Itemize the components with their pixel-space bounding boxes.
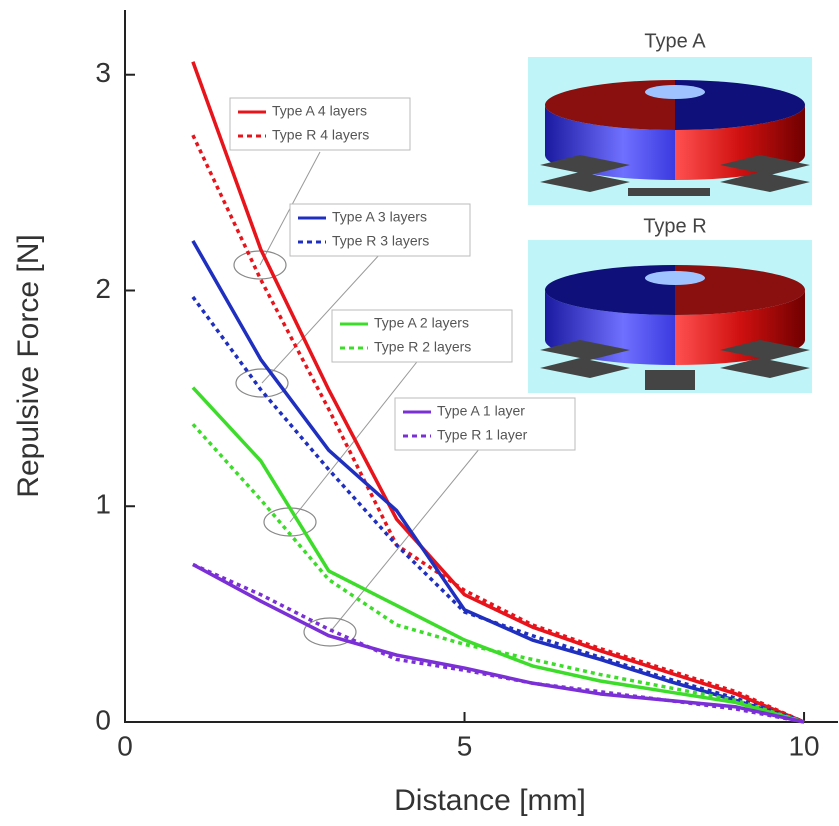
legend-label: Type R 4 layers [272,127,369,143]
series-line [191,134,805,724]
y-axis-label: Repulsive Force [N] [12,234,45,497]
ring-top [675,265,805,315]
y-tick-label: 1 [95,489,111,520]
legend-box [394,397,576,451]
inset-label: Type R [643,215,706,237]
y-tick-label: 0 [95,704,111,735]
leader-line [329,447,481,633]
y-tick-label: 3 [95,57,111,88]
inset-r: Type R [528,215,812,393]
x-tick-label: 10 [788,730,819,761]
legend-box [229,97,411,151]
legend-label: Type A 2 layers [374,315,469,331]
inset-a: Type A [528,30,812,205]
series-line [191,423,805,724]
legend-label: Type R 3 layers [332,233,429,249]
leader-line [261,253,381,384]
ring-hole [645,271,705,285]
coil [540,340,810,390]
y-tick-label: 2 [95,273,111,304]
ring-top [545,80,675,130]
series-line [191,295,805,724]
coil [540,155,810,196]
x-tick-label: 0 [117,730,133,761]
series-line [192,562,805,724]
legend-label: Type A 1 layer [437,403,525,419]
series-line [191,239,805,724]
ring-top [675,80,805,130]
group-ellipse [303,617,357,647]
inset-label: Type A [644,30,706,52]
group-ellipse [235,368,289,398]
x-axis-label: Distance [mm] [394,784,586,817]
series-line [192,562,805,724]
ring-hole [645,85,705,99]
legend-label: Type A 3 layers [332,209,427,225]
legend-label: Type A 4 layers [272,103,367,119]
x-tick-label: 5 [457,730,473,761]
ring-top [545,265,675,315]
series-line [191,61,805,724]
legend-label: Type R 2 layers [374,339,471,355]
legend-label: Type R 1 layer [437,427,528,443]
legend-box [331,309,513,363]
legend-box [289,203,471,257]
